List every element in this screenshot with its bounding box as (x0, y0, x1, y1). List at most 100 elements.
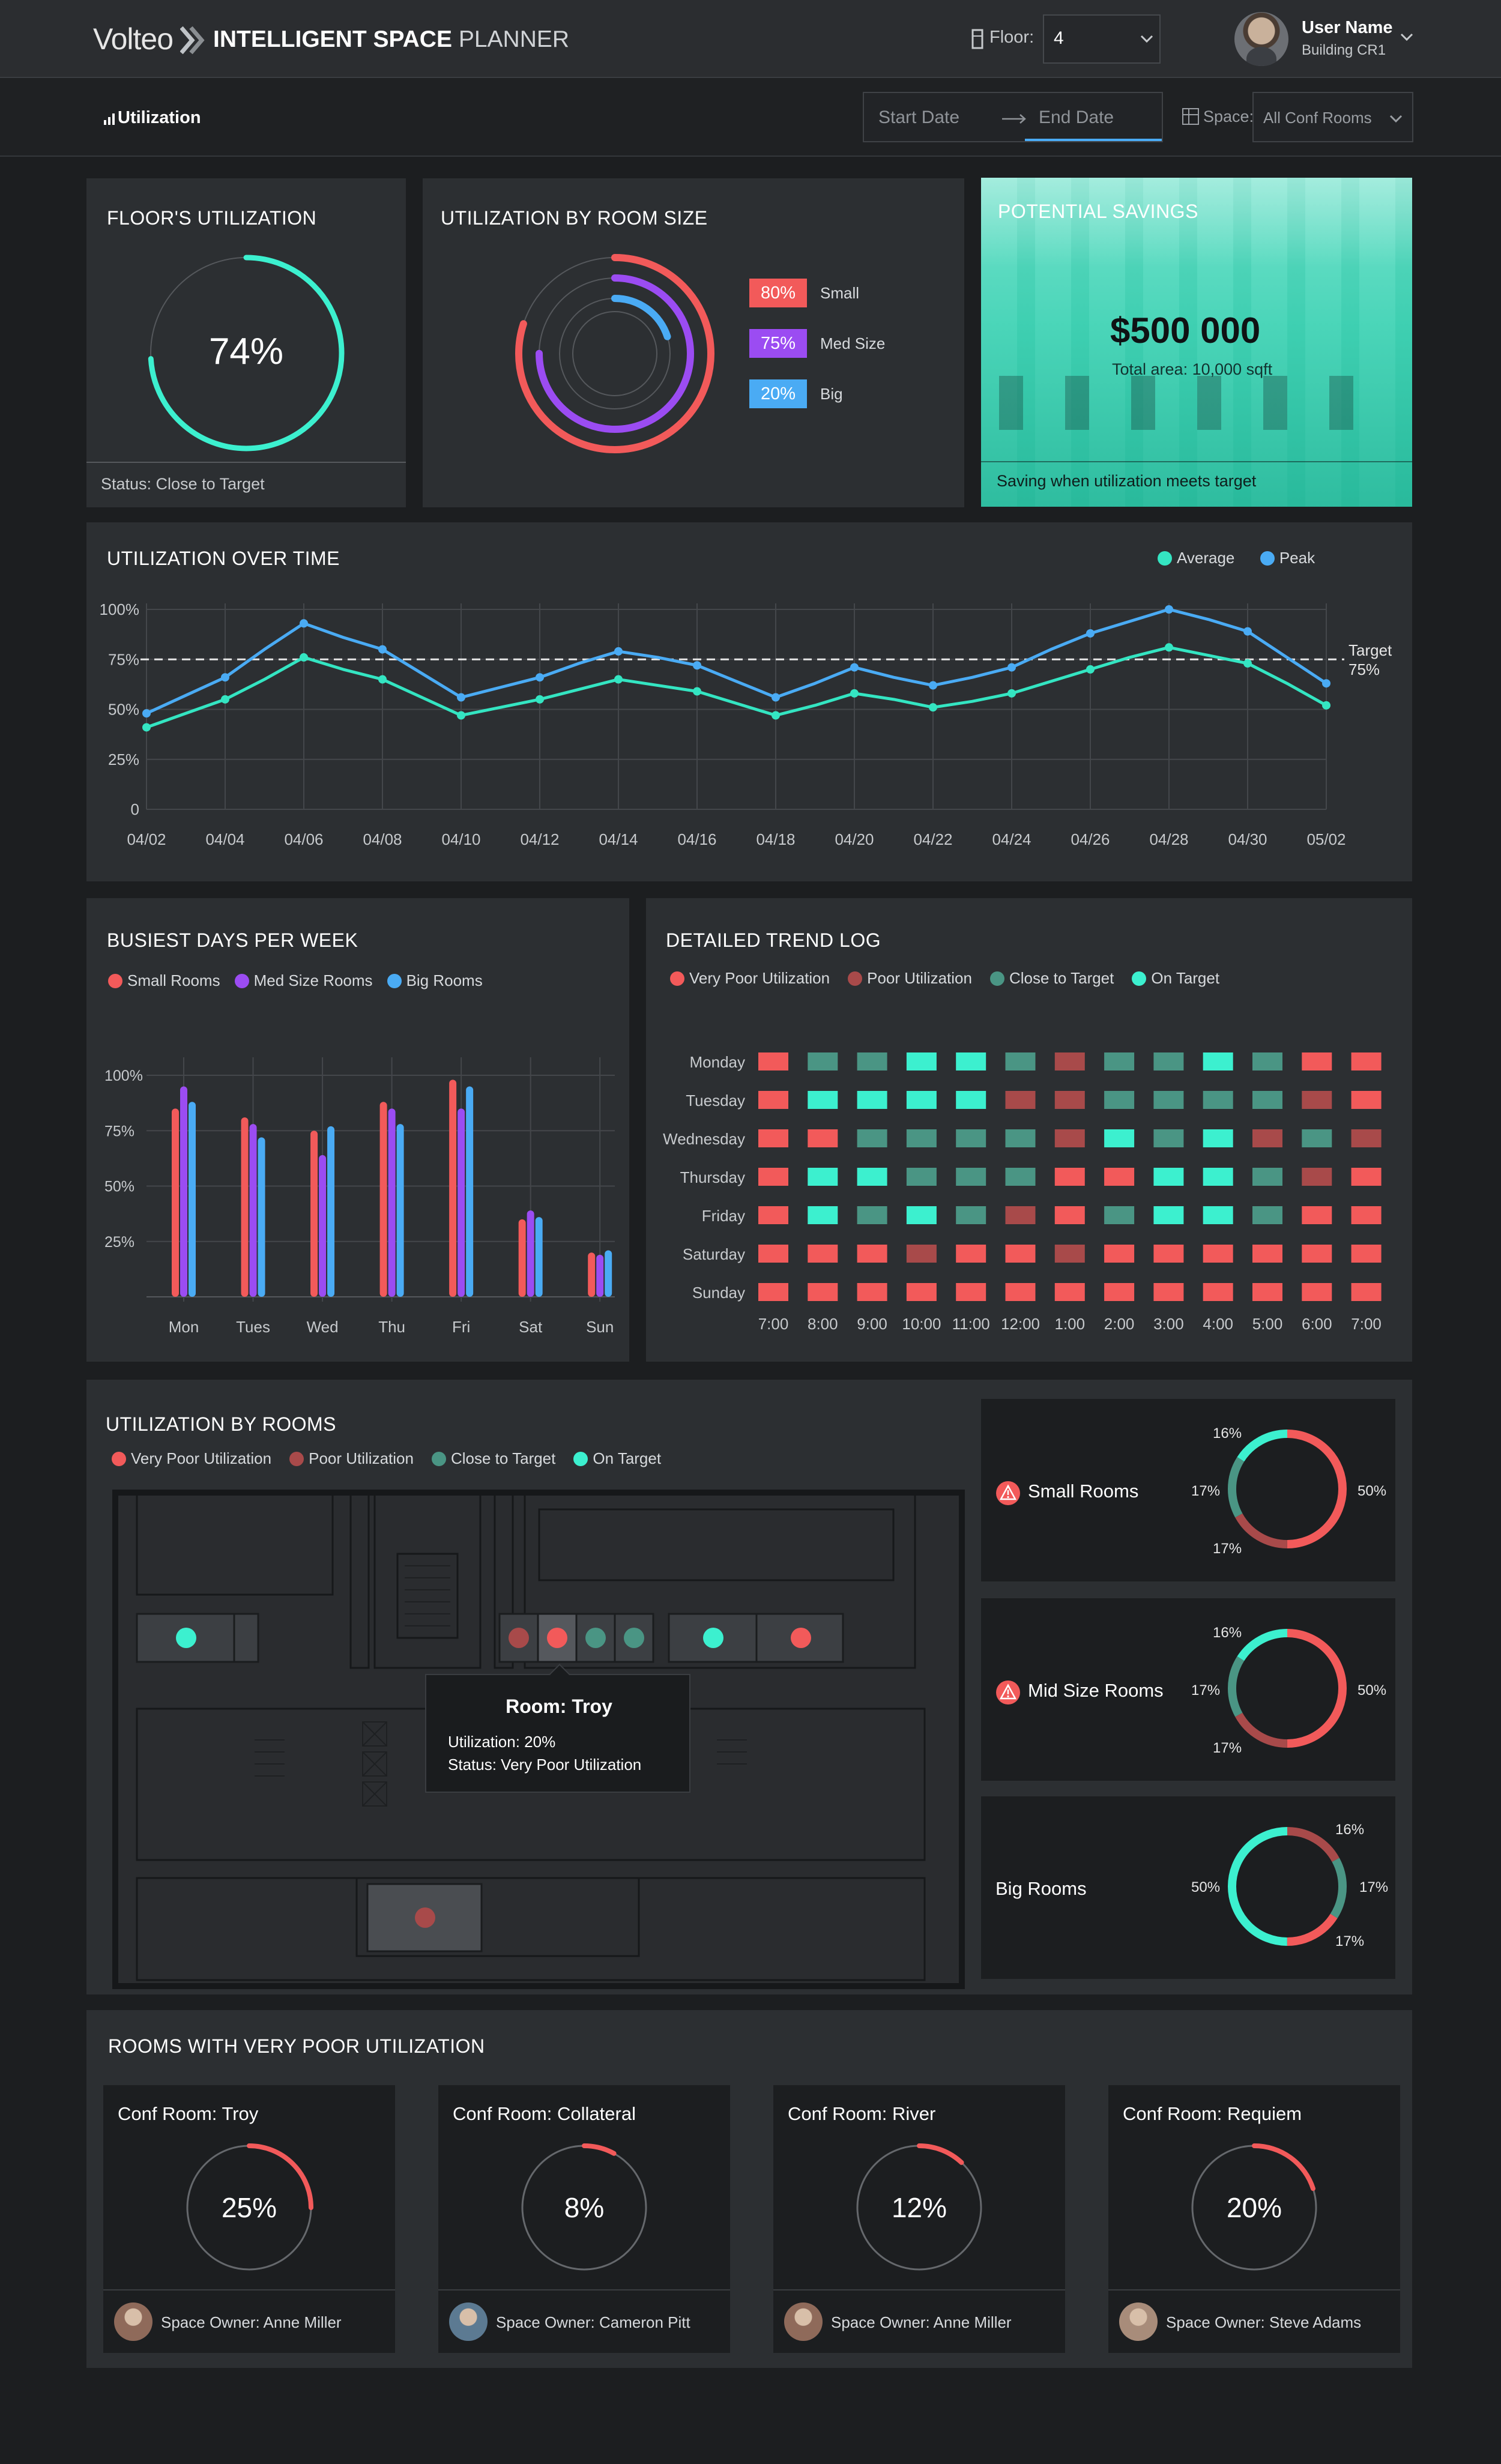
floor-utilization-title: FLOOR'S UTILIZATION (107, 207, 317, 229)
poor-room-pct: 20% (1227, 2192, 1282, 2223)
trend-cell (808, 1168, 838, 1186)
trend-cell (1252, 1206, 1282, 1224)
trend-cell (1005, 1129, 1036, 1147)
trend-cell (906, 1052, 937, 1070)
y-tick-label: 25% (108, 750, 139, 768)
room-marker-troy[interactable] (547, 1628, 567, 1648)
target-label: Target (1348, 641, 1392, 659)
trend-cell (857, 1283, 887, 1301)
room-marker[interactable] (624, 1628, 644, 1648)
legend-label: Med Size Rooms (253, 971, 373, 989)
x-tick-label: Sun (586, 1318, 614, 1336)
y-tick-label: 50% (104, 1179, 134, 1195)
data-point-average (221, 695, 229, 704)
data-point-peak (1165, 605, 1173, 614)
gauge-arc (520, 2143, 648, 2272)
trend-day-label: Thursday (680, 1168, 745, 1186)
start-date-field[interactable]: Start Date (878, 107, 960, 127)
trend-log-grid: Monday Tuesday Wednesday Thursday Friday Satu… (663, 1052, 1382, 1333)
trend-cell (1054, 1091, 1085, 1109)
room-marker[interactable] (415, 1907, 435, 1928)
top-bar: Volteo INTELLIGENT SPACE PLANNER Floor: … (0, 0, 1501, 78)
poor-rooms-panel: ROOMS WITH VERY POOR UTILIZATION Conf Ro… (86, 2010, 1412, 2368)
trend-cell (956, 1052, 986, 1070)
room-size-pct: 75% (749, 329, 807, 358)
room-marker[interactable] (703, 1628, 723, 1648)
trend-day-label: Wednesday (663, 1130, 745, 1148)
poor-room-owner: Space Owner: Anne Miller (161, 2313, 342, 2331)
donut-segment (1228, 1629, 1347, 1748)
poor-room-pct: 12% (892, 2192, 947, 2223)
poor-room-name: Conf Room: River (788, 2103, 936, 2124)
data-point-average (1322, 701, 1330, 710)
data-point-peak (1007, 663, 1016, 672)
poor-room-divider (773, 2289, 1065, 2290)
room-size-legend: 80% Small 75% Med Size 20% Big (749, 279, 885, 430)
x-tick-label: 04/04 (205, 830, 244, 848)
room-donut-card[interactable]: Small Rooms 16% 17% 17% 50% (981, 1399, 1395, 1581)
tab-utilization[interactable]: Utilization (118, 108, 201, 127)
trend-cell (906, 1129, 937, 1147)
poor-room-card[interactable]: Conf Room: River 12% Space Owner: Anne Mil… (773, 2085, 1065, 2353)
poor-room-card[interactable]: Conf Room: Troy 25% Space Owner: Anne Mill… (103, 2085, 395, 2353)
room-donut-card[interactable]: Big Rooms 16% 17% 17% 50% (981, 1796, 1395, 1979)
data-point-average (693, 687, 701, 696)
arrow-right-icon (1002, 114, 1026, 124)
room-marker[interactable] (791, 1628, 811, 1648)
poor-room-name: Conf Room: Troy (118, 2103, 259, 2124)
trend-cell (758, 1206, 788, 1224)
room-size-title: UTILIZATION BY ROOM SIZE (441, 207, 708, 229)
bar-med-size-rooms (388, 1108, 396, 1297)
trend-day-label: Monday (690, 1053, 746, 1071)
trend-log-legend: Very Poor Utilization Poor Utilization Clo… (670, 969, 1237, 989)
poor-room-card[interactable]: Conf Room: Requiem 20% Space Owner: Steve … (1108, 2085, 1400, 2353)
rooms-map-panel: UTILIZATION BY ROOMS Very Poor Utilizati… (86, 1380, 1412, 1994)
data-point-peak (457, 693, 465, 702)
trend-cell (1104, 1052, 1135, 1070)
donut-segment (1228, 1827, 1347, 1946)
bar-small-rooms (379, 1102, 387, 1297)
trend-cell (1351, 1168, 1382, 1186)
donut-pct-bottom: 17% (1213, 1541, 1242, 1557)
space-select[interactable]: All Conf Rooms (1252, 92, 1413, 142)
bar-small-rooms (449, 1080, 457, 1297)
room-donut-card[interactable]: Mid Size Rooms 16% 17% 17% 50% (981, 1598, 1395, 1781)
user-menu-chevron-icon[interactable] (1400, 33, 1413, 41)
donut-segment (1228, 1629, 1347, 1748)
gauge-arc (185, 2143, 313, 2272)
end-date-field[interactable]: End Date (1039, 107, 1114, 127)
trend-log-panel: DETAILED TREND LOG Very Poor Utilization… (646, 898, 1412, 1362)
savings-panel: POTENTIAL SAVINGS $500 000 Total area: 1… (981, 178, 1412, 507)
room-marker[interactable] (176, 1628, 196, 1648)
trend-time-label: 3:00 (1153, 1315, 1184, 1333)
data-point-peak (1243, 627, 1252, 636)
donut-segment (1228, 1827, 1347, 1946)
room-marker[interactable] (509, 1628, 529, 1648)
x-tick-label: 05/02 (1306, 830, 1345, 848)
poor-room-owner: Space Owner: Steve Adams (1166, 2313, 1362, 2331)
trend-cell (906, 1168, 937, 1186)
legend-average: Average (1158, 549, 1234, 567)
poor-room-card[interactable]: Conf Room: Collateral 8% Space Owner: Came… (438, 2085, 730, 2353)
data-point-average (1165, 643, 1173, 652)
space-select-value: All Conf Rooms (1263, 109, 1372, 127)
y-tick-label: 100% (104, 1067, 143, 1084)
bar-small-rooms (310, 1131, 318, 1297)
avatar[interactable] (1234, 12, 1288, 66)
trend-cell (808, 1206, 838, 1224)
donut-pct-top: 16% (1213, 1425, 1242, 1442)
poor-room-owner: Space Owner: Anne Miller (831, 2313, 1012, 2331)
x-tick-label: 04/02 (127, 830, 166, 848)
user-name[interactable]: User Name (1302, 18, 1393, 37)
floor-select[interactable]: 4 (1043, 14, 1161, 64)
office-ceiling (981, 178, 1412, 268)
room-donut-name: Mid Size Rooms (1028, 1680, 1164, 1701)
legend-dot (573, 1451, 588, 1466)
date-range-picker[interactable]: Start Date End Date (863, 92, 1163, 142)
room-marker[interactable] (585, 1628, 606, 1648)
trend-cell (906, 1091, 937, 1109)
trend-cell (1302, 1052, 1332, 1070)
busiest-days-panel: BUSIEST DAYS PER WEEK Small Rooms Med Siz… (86, 898, 629, 1362)
bar-med-size-rooms (596, 1254, 604, 1297)
donut-pct-main: 50% (1191, 1879, 1221, 1895)
